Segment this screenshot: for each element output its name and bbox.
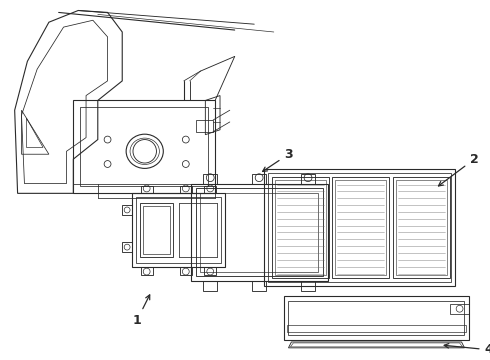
Text: 3: 3 (263, 148, 293, 171)
Text: 1: 1 (132, 295, 150, 327)
Text: 4: 4 (444, 343, 490, 356)
Bar (196, 120, 213, 132)
Text: 2: 2 (439, 153, 479, 186)
